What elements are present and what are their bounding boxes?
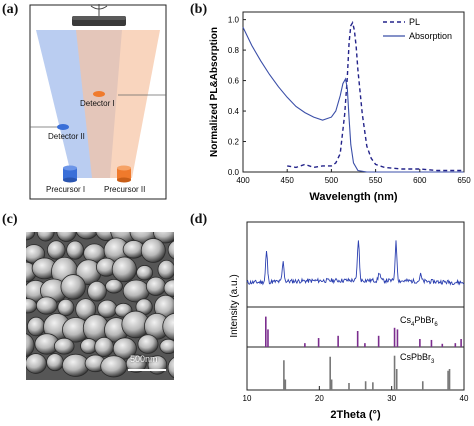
spectra-ylabel: Normalized PL&Absorption — [209, 27, 220, 157]
y-tick-label: 0.4 — [228, 107, 240, 116]
precursor-1-label: Precursor I — [46, 185, 85, 194]
y-tick-label: 0.8 — [228, 46, 240, 55]
spectra-axes — [242, 11, 465, 173]
sem-image: 500nm — [26, 232, 174, 380]
xrd-label-cs4pbbr6: Cs4PbBr6 — [400, 315, 438, 328]
sem-grain — [163, 279, 174, 297]
absorption-series-line — [242, 26, 464, 173]
sem-grain — [125, 354, 147, 373]
schematic-frame — [29, 4, 167, 200]
sem-grain — [167, 357, 174, 379]
detector-1-label: Detector I — [80, 99, 115, 108]
sem-grain — [162, 312, 174, 341]
sem-grain — [60, 274, 86, 300]
sem-grain — [105, 278, 123, 294]
detector-2-label: Detector II — [48, 132, 85, 141]
x-tick-label: 600 — [413, 176, 427, 185]
x-tick-label: 550 — [369, 176, 383, 185]
xrd-xlabel: 2Theta (°) — [330, 409, 381, 421]
sem-grain — [75, 232, 98, 240]
xrd-label-cspbbr3: CsPbBr3 — [400, 352, 435, 365]
panel-label-b: (b) — [190, 2, 208, 17]
sem-grain — [56, 232, 77, 242]
sem-grain — [111, 256, 137, 283]
scale-bar-label: 500nm — [130, 354, 158, 364]
x-tick-label: 400 — [236, 176, 250, 185]
sem-grain — [137, 334, 159, 354]
panel-label-d: (d) — [190, 212, 208, 227]
sem-grains — [26, 232, 174, 380]
sem-grain — [157, 259, 174, 280]
sem-grain — [35, 296, 58, 315]
detector-2-icon — [57, 124, 69, 130]
sem-grain — [26, 353, 47, 374]
x-tick-label: 450 — [281, 176, 295, 185]
pl-series-line — [287, 20, 464, 172]
xrd-subplot-frame-3 — [246, 346, 465, 391]
precursor-1-crucible — [63, 165, 77, 183]
sem-grain — [57, 298, 75, 317]
sem-grain — [100, 355, 128, 378]
x-tick-label: 500 — [325, 176, 339, 185]
xrd-measured-pattern — [246, 240, 465, 286]
sem-grain — [167, 240, 174, 260]
x-tick-label: 650 — [457, 176, 471, 185]
sem-grain — [112, 337, 137, 360]
xrd-series — [246, 240, 465, 390]
spectra-series — [242, 20, 464, 173]
panel-label-c: (c) — [2, 212, 18, 227]
y-tick-label: 0.2 — [228, 138, 240, 147]
sem-grain — [46, 240, 66, 260]
beam-precursor-1 — [36, 30, 122, 178]
legend-absorption: Absorption — [409, 31, 452, 41]
xrd-subplot-frame-1 — [246, 221, 465, 308]
xrd-ticks: 10 20 30 40 — [243, 386, 469, 403]
sem-grain — [87, 280, 107, 302]
sem-grain — [159, 338, 174, 355]
xrd-ylabel: Intensity (a.u.) — [229, 274, 240, 337]
y-tick-label: 0.6 — [228, 77, 240, 86]
beam-precursor-2 — [76, 30, 160, 178]
xrd-x-tick-label: 20 — [315, 394, 324, 403]
substrate-holder — [72, 16, 126, 26]
spectra-legend: PL Absorption — [383, 17, 452, 41]
sem-grain — [140, 238, 166, 263]
sem-grain — [53, 337, 75, 355]
sem-grain — [66, 240, 84, 260]
detector-1-icon — [93, 91, 105, 97]
sem-grain — [97, 299, 118, 318]
sem-grain — [27, 316, 46, 337]
xrd-x-tick-label: 40 — [460, 394, 469, 403]
xrd-subplot-frame-2 — [246, 306, 465, 348]
sem-grain — [145, 276, 167, 296]
panel-label-a: (a) — [2, 2, 19, 17]
xrd-x-tick-label: 10 — [243, 394, 252, 403]
precursor-2-label: Precursor II — [104, 185, 145, 194]
xrd-frames — [246, 221, 465, 391]
xrd-x-tick-label: 30 — [387, 394, 396, 403]
spectra-plot-frame — [242, 11, 465, 173]
y-tick-label: 1.0 — [228, 16, 240, 25]
spectra-ticks: 400 450 500 550 600 650 0.0 0.2 0.4 0.6 0.8 1.0 — [228, 16, 471, 185]
y-tick-label: 0.0 — [228, 168, 240, 177]
spectra-xlabel: Wavelength (nm) — [309, 191, 398, 203]
legend-pl: PL — [409, 17, 420, 27]
sem-grain — [94, 336, 114, 357]
sem-grain — [136, 265, 154, 281]
sem-grain — [46, 353, 64, 372]
precursor-2-crucible — [117, 165, 131, 183]
sem-grain — [26, 333, 35, 358]
sem-grain — [36, 232, 55, 242]
sem-grain — [26, 232, 36, 241]
